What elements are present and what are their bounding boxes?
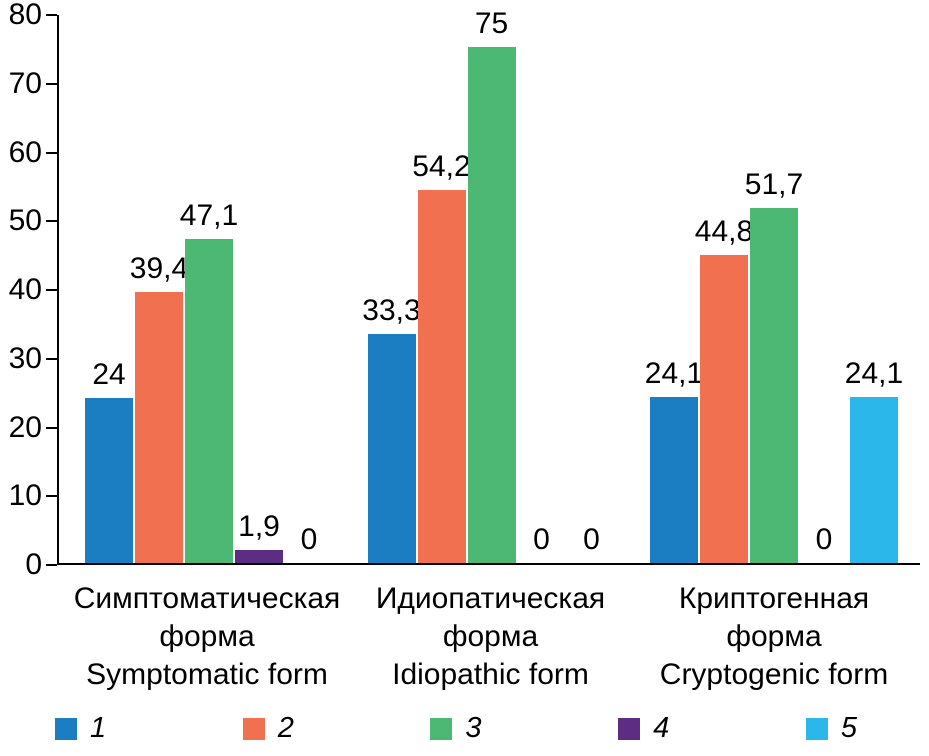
bar-series-2 [417, 190, 466, 563]
bar-series-1 [650, 397, 698, 563]
legend-label: 5 [840, 712, 857, 744]
bar-slot: 39,4 [130, 15, 188, 563]
y-tick-mark [46, 82, 57, 85]
y-tick-mark [46, 426, 57, 429]
legend: 1 2 3 4 5 [55, 714, 857, 743]
y-tick-label: 80 [8, 0, 42, 31]
y-tick-mark [46, 289, 57, 291]
bar-value-label: 0 [815, 523, 833, 556]
bar-slot: 51,7 [745, 15, 803, 563]
bar-series-1 [85, 398, 133, 563]
bar-value-label: 39,4 [129, 252, 189, 286]
legend-swatch [430, 717, 453, 740]
y-tick-label: 50 [8, 204, 42, 238]
bar-series-3 [467, 47, 516, 563]
legend-item-5: 5 [805, 712, 857, 744]
bar-series-1 [367, 334, 416, 563]
bar-slot: 75 [467, 9, 516, 563]
bar-group: 24 39,4 47,1 1,9 0 [85, 15, 333, 563]
bar-value-label: 0 [533, 523, 550, 556]
category-label-line: Idiopathic form [392, 658, 589, 691]
bar-value-label: 51,7 [744, 167, 804, 201]
bar-slot: 0 [568, 15, 616, 563]
category-label-line: Идиопатическая [375, 582, 606, 615]
legend-item-1: 1 [55, 714, 106, 743]
y-tick-mark [46, 564, 57, 566]
legend-item-4: 4 [618, 714, 669, 743]
bar-value-label: 44,8 [694, 215, 754, 248]
bar-group: 33,3 54,2 75 0 0 [362, 9, 616, 563]
bar-value-label: 24,1 [844, 357, 904, 391]
legend-label: 2 [277, 712, 294, 744]
category-label: Идиопатическая форма Idiopathic form [367, 580, 615, 694]
bar-value-label: 24 [92, 358, 126, 391]
bar-value-label: 33,3 [362, 294, 421, 328]
legend-item-2: 2 [242, 712, 294, 744]
legend-swatch [618, 717, 641, 740]
bar-value-label: 24,1 [644, 357, 704, 391]
y-tick-label: 70 [8, 66, 42, 100]
category-label-line: Symptomatic form [86, 658, 328, 691]
bar-value-label: 0 [583, 523, 600, 556]
x-axis-labels: Симптоматическая форма Symptomatic form Иди… [57, 580, 920, 694]
category-label-line: форма [726, 620, 822, 653]
y-tick-label: 30 [8, 341, 42, 375]
legend-label: 3 [465, 712, 482, 744]
category-label-line: форма [159, 620, 255, 653]
bar-series-5 [850, 397, 898, 563]
bar-series-3 [750, 207, 798, 563]
bar-slot: 47,1 [180, 15, 238, 563]
legend-swatch [242, 717, 265, 740]
y-tick-mark [46, 14, 57, 16]
category-label-line: форма [442, 620, 539, 653]
bar-slot: 0 [800, 15, 848, 563]
category-label-line: Криптогенная [678, 582, 870, 615]
bar-slot: 44,8 [695, 15, 753, 563]
category-label: Симптоматическая форма Symptomatic form [74, 580, 341, 694]
legend-label: 1 [90, 712, 107, 744]
bar-value-label: 1,9 [238, 509, 280, 543]
bar-value-label: 0 [300, 523, 318, 556]
bar-series-2 [135, 292, 183, 563]
bar-slot: 24 [85, 15, 133, 563]
legend-swatch [55, 717, 77, 740]
bar-slot: 0 [285, 15, 333, 563]
y-tick-mark [46, 151, 57, 154]
legend-label: 4 [653, 712, 670, 744]
plot-area: 24 39,4 47,1 1,9 0 33,3 54,2 75 0 0 24,1 44,8 51,7 0 2… [57, 9, 920, 565]
y-tick-mark [46, 220, 57, 223]
bar-slot: 54,2 [412, 15, 471, 563]
y-tick-label: 20 [8, 410, 42, 444]
y-axis-labels: 0 10 20 30 40 50 60 70 80 [0, 0, 42, 580]
bar-value-label: 75 [474, 7, 509, 41]
y-tick-label: 10 [8, 479, 42, 513]
y-tick-label: 40 [8, 273, 42, 306]
y-tick-label: 60 [8, 135, 42, 169]
legend-swatch [805, 717, 828, 740]
y-tick-label: 0 [25, 548, 42, 581]
category-label-line: Cryptogenic form [659, 658, 889, 691]
category-label: Криптогенная форма Cryptogenic form [650, 580, 898, 694]
bar-value-label: 54,2 [412, 150, 471, 184]
bar-group: 24,1 44,8 51,7 0 24,1 [645, 15, 903, 563]
legend-item-3: 3 [430, 712, 482, 744]
bar-slot: 0 [518, 15, 566, 563]
bar-slot: 33,3 [362, 15, 421, 563]
bar-series-3 [185, 239, 233, 563]
y-tick-mark [46, 495, 57, 498]
bar-value-label: 47,1 [179, 199, 239, 233]
bar-series-4 [235, 549, 283, 563]
category-label-line: Симптоматическая [73, 582, 341, 615]
bar-slot: 24,1 [845, 15, 903, 563]
bar-slot: 24,1 [645, 15, 703, 563]
bar-series-2 [700, 255, 748, 563]
y-tick-mark [46, 357, 57, 360]
bar-slot: 1,9 [235, 15, 283, 563]
y-axis-ticks [46, 14, 57, 566]
